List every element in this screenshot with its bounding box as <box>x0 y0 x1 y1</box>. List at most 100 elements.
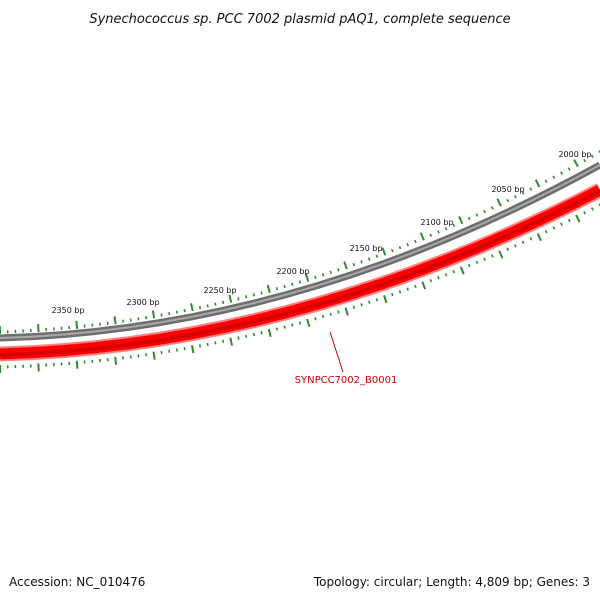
minor-tick <box>475 260 479 265</box>
minor-tick <box>429 278 433 283</box>
minor-tick <box>483 257 486 261</box>
minor-tick <box>452 223 456 228</box>
plasmid-backbone-highlight <box>0 164 600 339</box>
minor-tick <box>437 230 440 234</box>
minor-tick <box>245 334 248 338</box>
minor-tick <box>467 216 471 221</box>
minor-tick <box>544 229 548 234</box>
minor-tick <box>552 226 556 230</box>
minor-tick <box>544 179 548 183</box>
minor-tick <box>360 303 363 307</box>
major-tick <box>496 198 502 207</box>
minor-tick <box>214 302 217 306</box>
minor-tick <box>483 209 486 214</box>
major-tick <box>190 303 194 312</box>
minor-tick <box>552 175 556 179</box>
minor-tick <box>514 244 517 248</box>
minor-tick <box>368 300 371 305</box>
major-tick <box>190 345 195 354</box>
major-tick <box>113 316 117 325</box>
major-tick <box>381 247 387 256</box>
minor-tick <box>352 305 356 309</box>
ruler-labels: 2000 bp 2050 bp 2100 bp 2150 bp 2200 bp … <box>51 150 591 315</box>
minor-tick <box>391 292 394 297</box>
minor-tick <box>291 282 294 286</box>
major-tick <box>343 261 348 270</box>
map-title: Synechococcus sp. PCC 7002 plasmid pAQ1,… <box>89 12 510 27</box>
minor-tick <box>529 237 533 241</box>
ruler-label: 2200 bp <box>276 267 309 276</box>
minor-tick <box>221 339 225 343</box>
ruler-label: 2150 bp <box>349 244 382 253</box>
major-tick <box>534 179 541 188</box>
minor-tick <box>283 284 286 289</box>
major-tick <box>573 159 579 168</box>
minor-tick <box>206 304 209 308</box>
minor-tick <box>475 213 479 217</box>
minor-tick <box>521 240 525 245</box>
minor-tick <box>375 254 379 258</box>
minor-tick <box>283 325 286 329</box>
minor-tick <box>321 273 325 277</box>
outer-tick-marks <box>0 150 600 335</box>
minor-tick <box>467 263 471 268</box>
minor-tick <box>329 312 332 316</box>
major-tick <box>304 273 310 282</box>
major-tick <box>266 284 271 294</box>
minor-tick <box>406 287 409 291</box>
minor-tick <box>168 312 171 316</box>
minor-tick <box>175 348 178 352</box>
minor-tick <box>314 275 317 279</box>
major-tick <box>575 214 581 223</box>
minor-tick <box>298 321 302 325</box>
minor-tick <box>567 167 571 171</box>
ruler-label: 2100 bp <box>420 218 453 227</box>
minor-tick <box>260 291 263 295</box>
minor-tick <box>329 270 332 275</box>
minor-tick <box>198 344 202 348</box>
minor-tick <box>398 245 402 250</box>
gene-label-leader <box>329 331 344 373</box>
major-tick <box>267 328 272 337</box>
major-tick <box>228 294 233 303</box>
minor-tick <box>291 323 294 327</box>
minor-tick <box>444 273 448 277</box>
minor-tick <box>314 317 317 321</box>
major-tick <box>421 281 427 290</box>
minor-tick <box>183 347 186 351</box>
minor-tick <box>583 158 587 163</box>
minor-tick <box>406 242 409 247</box>
minor-tick <box>414 284 417 289</box>
minor-tick <box>160 313 163 317</box>
minor-tick <box>298 280 302 284</box>
minor-tick <box>214 341 217 345</box>
minor-tick <box>237 297 240 301</box>
major-tick <box>152 351 156 360</box>
minor-tick <box>221 300 225 305</box>
major-tick <box>458 216 464 225</box>
minor-tick <box>391 248 394 253</box>
minor-tick <box>245 295 248 299</box>
major-tick <box>37 324 40 333</box>
ruler-label: 2050 bp <box>491 185 524 194</box>
minor-tick <box>375 298 379 302</box>
minor-tick <box>529 187 533 191</box>
gene-label-synpcc7002-b0001[interactable]: SYNPCC7002_B0001 <box>295 375 398 386</box>
minor-tick <box>490 254 494 258</box>
minor-tick <box>506 247 510 251</box>
minor-tick <box>398 290 402 294</box>
minor-tick <box>452 270 456 274</box>
accession-text: Accession: NC_010476 <box>9 575 145 589</box>
ruler-label: 2350 bp <box>51 306 84 315</box>
gene-arc-core <box>0 189 600 357</box>
major-tick <box>498 250 504 259</box>
minor-tick <box>506 198 510 203</box>
minor-tick <box>337 310 340 314</box>
ruler-label: 2000 bp <box>558 150 591 159</box>
minor-tick <box>567 218 571 223</box>
minor-tick <box>490 206 494 210</box>
minor-tick <box>521 191 525 195</box>
minor-tick <box>414 239 417 244</box>
minor-tick <box>583 211 587 215</box>
